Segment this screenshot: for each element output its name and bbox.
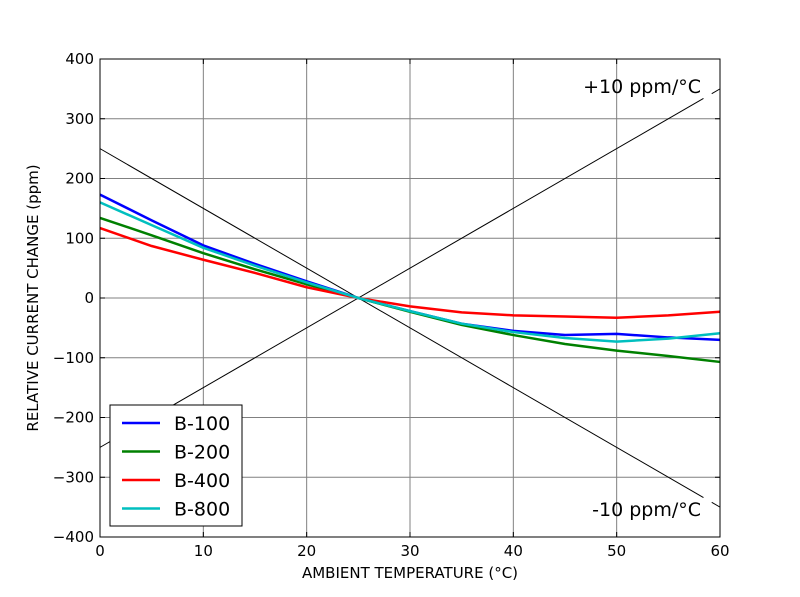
x-tick-label: 0 [95,542,105,560]
ref-label-minus10: -10 ppm/°C [592,499,701,521]
legend-label-b-100: B-100 [174,413,230,435]
y-tick-label: −100 [53,349,94,367]
ref-line-minus10-end [711,501,721,508]
axis-ticks: 0 10 20 30 40 50 60 −400 −300 −200 −100 0 100 200 300 4… [53,50,730,560]
y-tick-label: 0 [84,289,94,307]
x-tick-label: 30 [400,542,419,560]
y-tick-label: −400 [53,528,94,546]
y-tick-label: −300 [53,468,94,486]
legend: B-100 B-200 B-400 B-800 [109,404,243,527]
y-tick-label: 300 [65,110,94,128]
y-axis-label: RELATIVE CURRENT CHANGE (ppm) [24,164,42,431]
series-line-b-400 [99,226,721,319]
legend-box [109,404,243,527]
series-lines [99,193,721,364]
ref-line-plus10-end [711,88,721,95]
y-tick-label: −200 [53,409,94,427]
series-line-b-800 [99,201,721,343]
x-axis-label: AMBIENT TEMPERATURE (°C) [302,564,518,582]
legend-label-b-400: B-400 [174,470,230,492]
ref-line-minus10 [99,148,704,498]
x-tick-label: 20 [297,542,316,560]
y-tick-label: 100 [65,229,94,247]
x-tick-label: 40 [504,542,523,560]
x-tick-label: 50 [607,542,626,560]
legend-label-b-800: B-800 [174,499,230,521]
ref-line-plus10 [99,98,704,448]
reference-lines [99,88,721,508]
x-tick-label: 10 [194,542,213,560]
legend-label-b-200: B-200 [174,442,230,464]
y-tick-label: 400 [65,50,94,68]
y-tick-label: 200 [65,170,94,188]
ref-label-plus10: +10 ppm/°C [583,76,701,98]
x-tick-label: 60 [710,542,729,560]
